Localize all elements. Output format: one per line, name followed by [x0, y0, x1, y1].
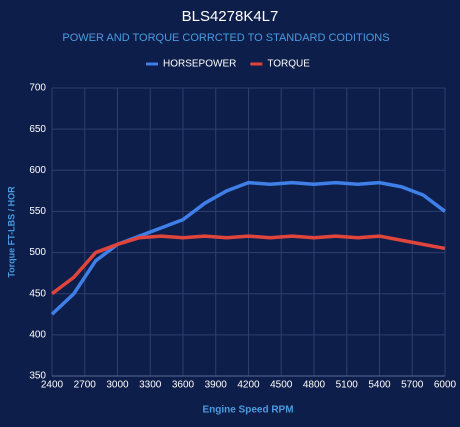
- chart-subtitle: POWER AND TORQUE CORRCTED TO STANDARD CO…: [62, 32, 389, 44]
- y-tick-label: 350: [29, 371, 46, 382]
- line-series: [50, 234, 446, 296]
- chart-title: BLS4278K4L7: [182, 8, 279, 25]
- x-tick-label: 5100: [336, 380, 359, 391]
- x-tick-label: 5400: [368, 380, 391, 391]
- x-tick-label: 5700: [401, 380, 424, 391]
- y-tick-label: 700: [29, 83, 46, 94]
- y-tick-label: 650: [29, 124, 46, 135]
- x-tick-label: 3000: [106, 380, 129, 391]
- legend-label: HORSEPOWER: [163, 59, 236, 70]
- x-tick-label: 2400: [41, 380, 64, 391]
- y-tick-label: 550: [29, 206, 46, 217]
- y-tick-label: 400: [29, 329, 46, 340]
- x-axis-label: Engine Speed RPM: [202, 405, 293, 416]
- x-tick-label: 2700: [74, 380, 97, 391]
- x-tick-label: 6000: [434, 380, 457, 391]
- y-tick-label: 600: [29, 165, 46, 176]
- x-tick-label: 4200: [237, 380, 260, 391]
- x-tick-label: 3600: [172, 380, 195, 391]
- x-tick-label: 4500: [270, 380, 293, 391]
- y-tick-label: 450: [29, 288, 46, 299]
- x-tick-label: 4800: [303, 380, 326, 391]
- x-tick-label: 3300: [139, 380, 162, 391]
- x-tick-label: 3900: [205, 380, 228, 391]
- legend-label: TORQUE: [267, 59, 310, 70]
- y-axis-label: Torque FT-LBS / HOR: [6, 186, 16, 278]
- y-tick-label: 500: [29, 247, 46, 258]
